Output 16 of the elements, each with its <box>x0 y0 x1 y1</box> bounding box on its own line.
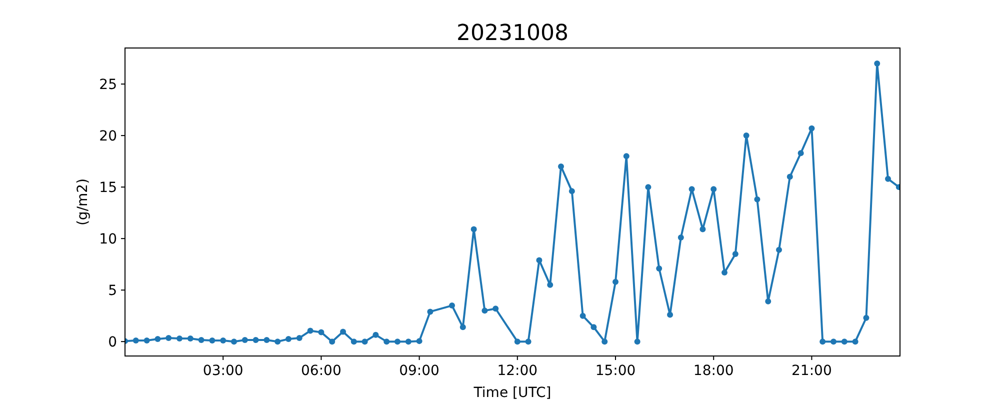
chart-title: 20231008 <box>456 21 568 46</box>
y-tick-label: 0 <box>108 334 117 351</box>
y-tick-label: 15 <box>99 180 117 196</box>
y-tick-label: 25 <box>99 77 117 94</box>
y-axis-title: (g/m2) <box>75 178 91 226</box>
x-tick-label: 06:00 <box>301 363 342 379</box>
y-tick-label: 20 <box>99 128 117 145</box>
x-tick-label: 15:00 <box>595 363 636 379</box>
y-tick-label: 10 <box>99 232 117 248</box>
x-tick-label: 18:00 <box>693 363 734 379</box>
x-tick-label: 09:00 <box>399 363 440 379</box>
x-tick-label: 12:00 <box>497 363 538 379</box>
x-tick-label: 21:00 <box>792 363 832 379</box>
x-axis-title: Time [UTC] <box>472 385 552 400</box>
y-tick-label: 5 <box>108 283 117 300</box>
x-tick-label: 03:00 <box>202 363 244 379</box>
